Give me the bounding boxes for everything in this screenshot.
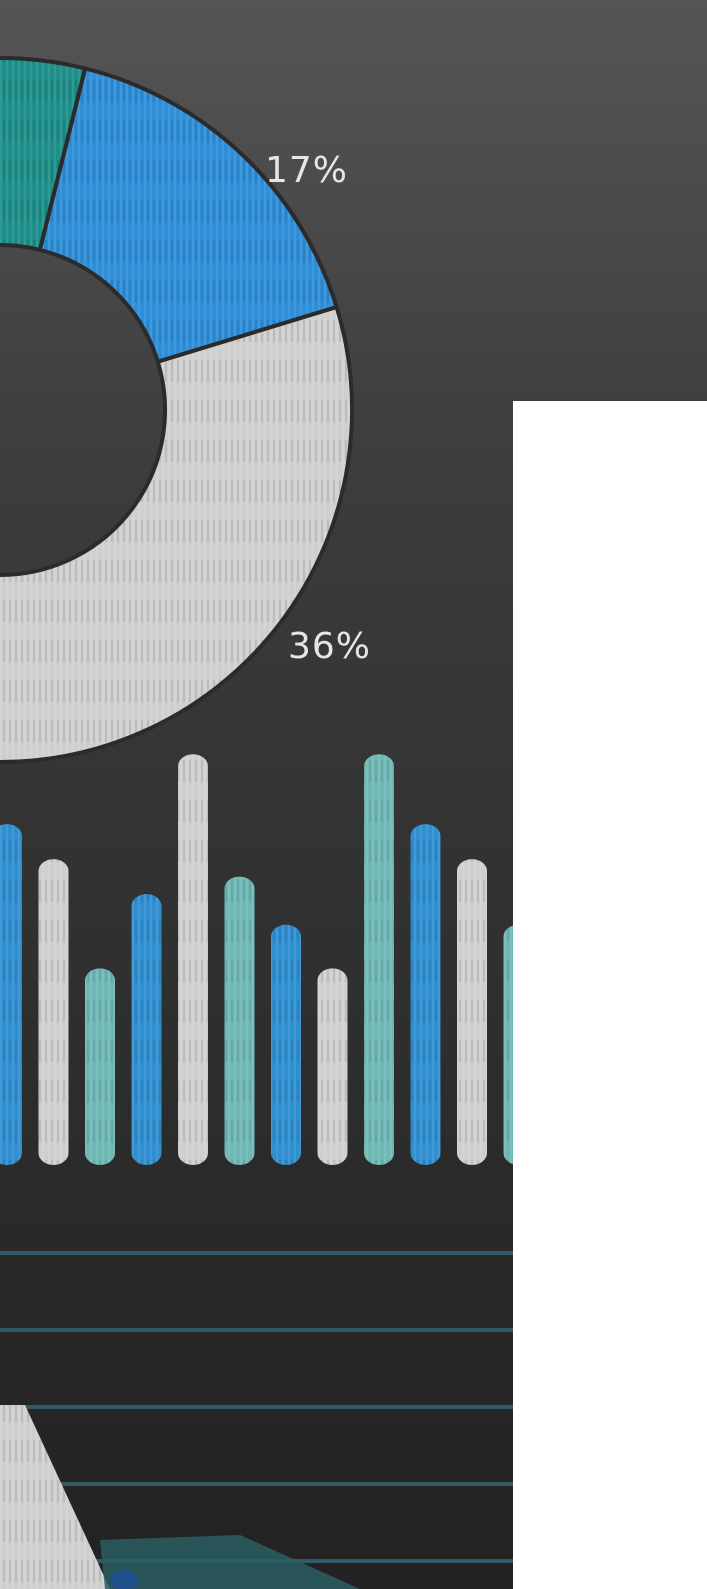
donut-chart [0, 56, 354, 764]
column-bar-texture [224, 876, 255, 1165]
teal-wedge [100, 1535, 360, 1589]
donut-label-36: 36% [288, 626, 372, 667]
white-panel [513, 401, 707, 1589]
column-bar-texture [38, 859, 69, 1165]
donut-segment-texture [0, 307, 352, 762]
column-bar-texture [271, 924, 301, 1165]
column-bar-texture [0, 824, 22, 1165]
donut-segment-outline [0, 304, 354, 764]
column-bar-texture [131, 894, 162, 1165]
donut-segment-texture [0, 58, 86, 250]
bottom-wedge [0, 1405, 360, 1589]
column-bar-texture [178, 754, 208, 1165]
gray-wedge-texture [0, 1405, 110, 1589]
column-bar-texture [85, 968, 115, 1165]
column-bar-texture [317, 968, 348, 1165]
donut-segment-outline [37, 66, 340, 365]
column-bar-texture [364, 754, 394, 1165]
blue-dot [110, 1570, 138, 1589]
column-bar-texture [457, 859, 487, 1165]
column-chart [0, 754, 534, 1165]
donut-label-17: 17% [265, 150, 349, 191]
column-bar-texture [410, 824, 441, 1165]
